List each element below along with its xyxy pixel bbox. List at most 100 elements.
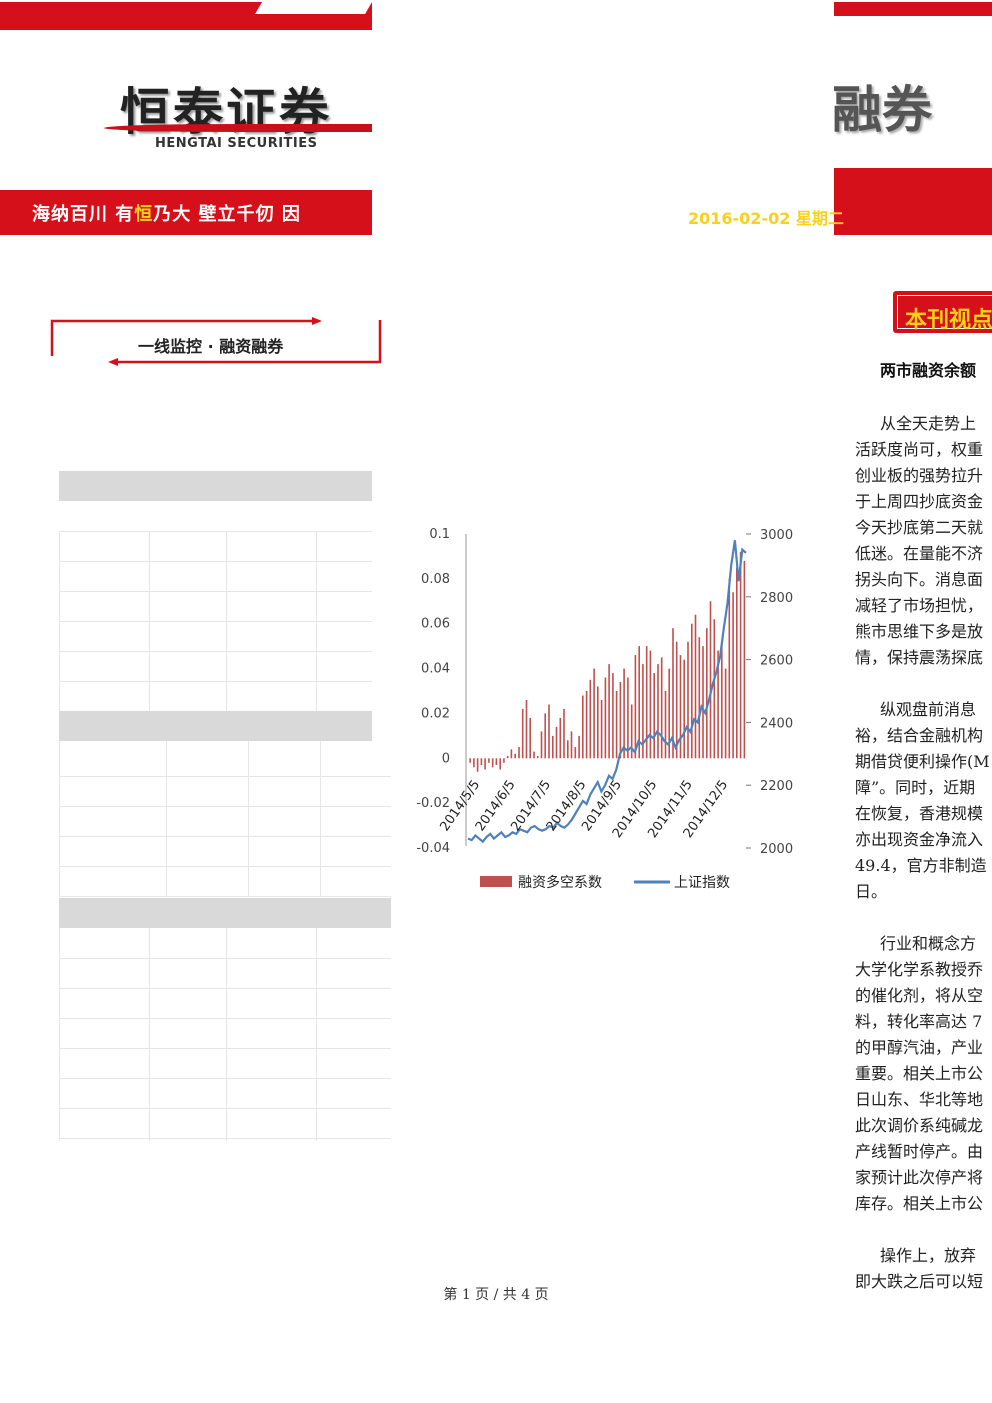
chart-bar bbox=[649, 650, 652, 759]
table-col-line bbox=[59, 531, 60, 711]
header-top-bar bbox=[0, 2, 372, 30]
header-right-top-bar bbox=[834, 2, 992, 16]
x-axis-ticks: 2014/5/52014/6/52014/7/52014/8/52014/9/5… bbox=[437, 778, 731, 841]
chart-bar bbox=[552, 735, 554, 759]
para-line: 在恢复，香港规模 bbox=[855, 804, 984, 823]
chart-bar bbox=[679, 655, 682, 759]
chart-bar bbox=[713, 619, 716, 759]
table-col-line bbox=[59, 741, 60, 896]
chart-bar bbox=[660, 657, 663, 759]
para-line: 情，保持震荡探底 bbox=[855, 648, 984, 667]
logo-chinese: 恒泰证券 bbox=[120, 83, 332, 141]
chart-bar bbox=[473, 758, 475, 768]
right-tick-label: 2200 bbox=[760, 779, 793, 794]
table-col-line bbox=[316, 928, 317, 1141]
chart-bar bbox=[593, 668, 595, 759]
chart-bar bbox=[563, 708, 565, 759]
left-tick-label: 0.04 bbox=[421, 662, 450, 677]
chart-line bbox=[467, 540, 747, 844]
table-col-line bbox=[248, 741, 249, 896]
table-col-line bbox=[316, 531, 317, 711]
chart-bar bbox=[567, 740, 569, 759]
chart-bar bbox=[619, 682, 622, 759]
table-row bbox=[59, 501, 372, 532]
chart-bar bbox=[529, 717, 531, 759]
slogan: 海纳百川 有恒乃大 壁立千仞 因 bbox=[32, 200, 301, 226]
chart-bar bbox=[544, 713, 546, 759]
slogan-part-1: 海纳百川 有 bbox=[32, 204, 135, 225]
para-line: 今天抄底第二天就 bbox=[855, 518, 984, 537]
table-col-line bbox=[166, 741, 167, 896]
para-line: 日。 bbox=[855, 882, 888, 901]
table-row bbox=[59, 531, 372, 562]
chart-bar bbox=[484, 758, 486, 770]
para-line: 产线暂时停产。由 bbox=[855, 1142, 984, 1161]
chart-bar bbox=[664, 691, 667, 759]
table-header-band bbox=[59, 711, 372, 741]
table-row bbox=[59, 958, 391, 989]
data-table bbox=[59, 471, 391, 1141]
right-tick-label: 2000 bbox=[760, 842, 793, 857]
table-row bbox=[59, 776, 391, 807]
chart-bar bbox=[612, 673, 614, 759]
chart-bar bbox=[623, 668, 625, 759]
chart-bar bbox=[668, 668, 670, 759]
chart-bar bbox=[540, 731, 543, 759]
section-title-frame bbox=[50, 317, 382, 366]
slogan-highlight: 恒 bbox=[134, 204, 154, 225]
para-line: 大学化学系教授乔 bbox=[855, 960, 984, 979]
legend-swatch-bars bbox=[480, 876, 512, 887]
left-axis-ticks: 0.1 0.08 0.06 0.04 0.02 0 -0.02 -0.04 bbox=[416, 527, 450, 856]
chart-bar bbox=[582, 695, 584, 759]
chart-bar bbox=[638, 646, 640, 759]
right-tick-label: 2600 bbox=[760, 654, 793, 669]
para-line: 从全天走势上 bbox=[880, 414, 977, 433]
chart-bar bbox=[555, 726, 558, 759]
para-line: 活跃度尚可，权重 bbox=[855, 440, 984, 459]
para-line: 亦出现资金净流入 bbox=[855, 830, 984, 849]
chart-bar bbox=[736, 567, 738, 759]
chart-bar bbox=[469, 758, 471, 763]
chart-bar bbox=[642, 664, 644, 759]
chart-bar bbox=[721, 641, 723, 759]
table-header-band bbox=[59, 898, 391, 928]
chart-bar bbox=[510, 749, 513, 759]
para-line: 即大跌之后可以短 bbox=[855, 1272, 984, 1291]
para-line: 日山东、华北等地 bbox=[855, 1090, 984, 1109]
chart-bar bbox=[499, 758, 501, 770]
para-line: 于上周四抄底资金 bbox=[855, 492, 984, 511]
chart-bar bbox=[506, 756, 509, 759]
chart-bar bbox=[600, 700, 603, 759]
chart-bar bbox=[491, 758, 494, 768]
table-row bbox=[59, 561, 372, 592]
table-row bbox=[59, 866, 391, 897]
para-line: 49.4，官方非制造 bbox=[855, 856, 987, 875]
para-line: 的甲醇汽油，产业 bbox=[855, 1038, 984, 1057]
issue-date: 2016-02-02 星期二 bbox=[688, 209, 844, 228]
chart-bar bbox=[533, 751, 535, 759]
chart-bar bbox=[514, 753, 516, 759]
left-tick-label: 0 bbox=[442, 751, 450, 766]
para-line: 低迷。在量能不济 bbox=[855, 544, 984, 563]
legend-label-line: 上证指数 bbox=[674, 875, 730, 891]
publication-title-fragment: 融券 bbox=[834, 81, 932, 139]
chart-bar bbox=[559, 717, 562, 759]
chart-bar bbox=[645, 646, 648, 759]
chart-bar bbox=[732, 592, 734, 759]
para-line: 此次调价系纯碱龙 bbox=[855, 1116, 984, 1135]
header-left: 恒泰证券 HENGTAI SECURITIES 海纳百川 有恒乃大 壁立千仞 因 bbox=[0, 0, 372, 235]
para-line: 的催化剂，将从空 bbox=[855, 986, 984, 1005]
para-line: 创业板的强势拉升 bbox=[855, 466, 984, 485]
chart-bar bbox=[518, 747, 520, 759]
table-row bbox=[59, 741, 391, 777]
chart-bar bbox=[608, 664, 610, 759]
chart-bar bbox=[503, 758, 505, 763]
chart-bar bbox=[653, 673, 655, 759]
chart-bar bbox=[717, 650, 719, 759]
table-row bbox=[59, 836, 391, 867]
page-footer: 第 1 页 / 共 4 页 bbox=[443, 1287, 549, 1303]
chart-bar bbox=[615, 691, 618, 759]
logo-swoosh bbox=[104, 124, 372, 132]
left-tick-label: 0.06 bbox=[421, 617, 450, 632]
table-row bbox=[59, 1078, 391, 1109]
